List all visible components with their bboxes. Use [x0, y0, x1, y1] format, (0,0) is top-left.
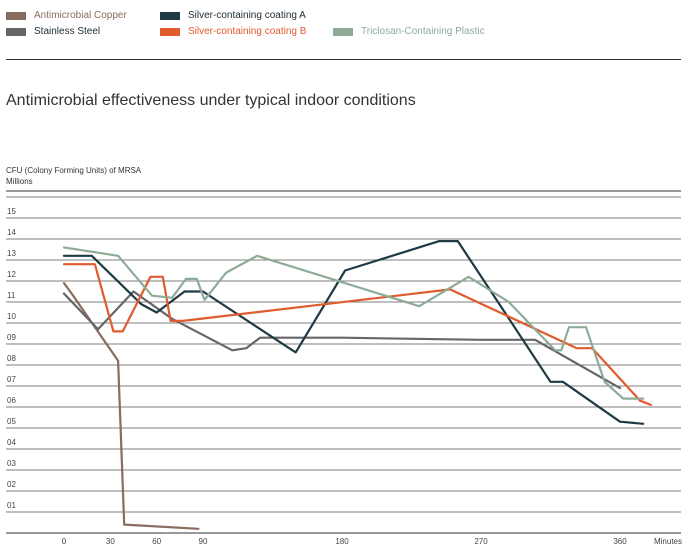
- x-tick-label: 0: [62, 537, 67, 546]
- y-tick-label: 15: [7, 207, 16, 216]
- y-tick-label: 05: [7, 417, 16, 426]
- series-line-1: [62, 290, 622, 390]
- y-tick-label: 08: [7, 354, 16, 363]
- y-tick-label: 13: [7, 249, 16, 258]
- x-tick-label: 180: [335, 537, 349, 546]
- legend-item-triclosan: Triclosan-Containing Plastic: [333, 26, 485, 37]
- legend-label: Silver-containing coating A: [188, 10, 306, 21]
- x-tick-label: 360: [613, 537, 627, 546]
- y-tick-label: 12: [7, 270, 16, 279]
- x-tick-label: 60: [152, 537, 161, 546]
- legend-swatch: [160, 11, 180, 20]
- legend-label: Triclosan-Containing Plastic: [361, 26, 485, 37]
- legend-label: Antimicrobial Copper: [34, 10, 127, 21]
- legend-item-silver-a: Silver-containing coating A: [160, 10, 306, 21]
- y-tick-label: 10: [7, 312, 16, 321]
- y-axis-unit: Millions: [6, 177, 33, 186]
- y-tick-label: 07: [7, 375, 16, 384]
- legend-swatch: [160, 27, 180, 36]
- legend-item-silver-b: Silver-containing coating B: [160, 26, 306, 37]
- y-axis-title: CFU (Colony Forming Units) of MRSA: [6, 166, 142, 175]
- legend-item-copper: Antimicrobial Copper: [6, 10, 127, 21]
- legend-item-steel: Stainless Steel: [6, 26, 100, 37]
- x-tick-label: 90: [199, 537, 208, 546]
- x-axis-title: Minutes: [654, 537, 682, 546]
- series-line-4: [62, 246, 645, 400]
- series-line-0: [62, 282, 200, 530]
- y-tick-label: 11: [7, 291, 16, 300]
- y-tick-label: 01: [7, 501, 16, 510]
- header-divider: [6, 59, 681, 60]
- y-tick-label: 04: [7, 438, 16, 447]
- x-tick-label: 30: [106, 537, 115, 546]
- series-line-2: [62, 240, 645, 425]
- y-tick-label: 09: [7, 333, 16, 342]
- legend-swatch: [333, 27, 353, 36]
- y-tick-label: 03: [7, 459, 16, 468]
- x-tick-label: 270: [474, 537, 488, 546]
- chart-title: Antimicrobial effectiveness under typica…: [6, 92, 416, 109]
- legend-swatch: [6, 11, 26, 20]
- y-axis-label: CFU (Colony Forming Units) of MRSA Milli…: [6, 165, 141, 187]
- legend-label: Silver-containing coating B: [188, 26, 307, 37]
- y-tick-label: 06: [7, 396, 16, 405]
- y-tick-label: 02: [7, 480, 16, 489]
- y-tick-label: 14: [7, 228, 16, 237]
- series-line-3: [62, 263, 653, 406]
- legend-label: Stainless Steel: [34, 26, 101, 37]
- legend-swatch: [6, 27, 26, 36]
